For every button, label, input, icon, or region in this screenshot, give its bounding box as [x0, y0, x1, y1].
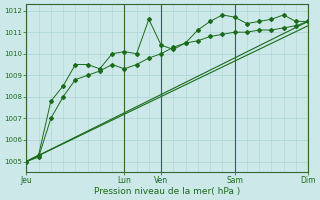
X-axis label: Pression niveau de la mer( hPa ): Pression niveau de la mer( hPa ): [94, 187, 240, 196]
